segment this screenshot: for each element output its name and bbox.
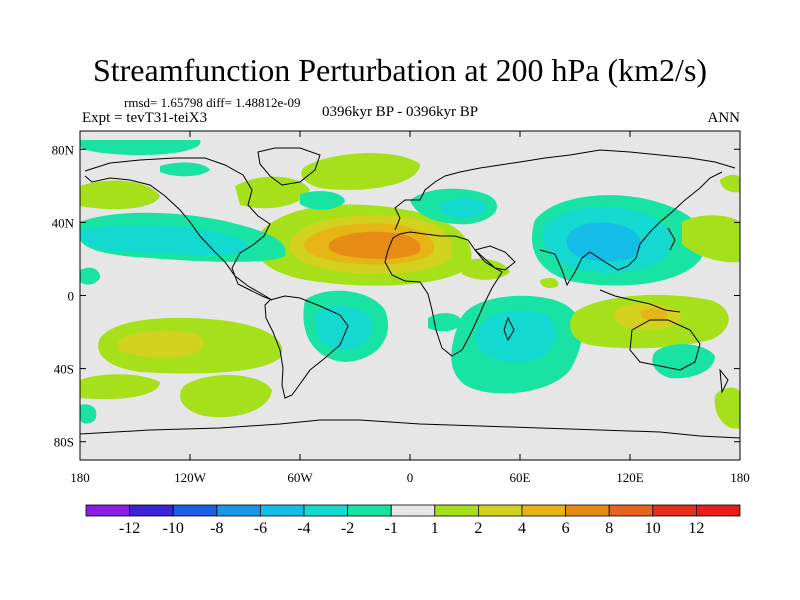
colorbar-swatch	[521, 504, 566, 517]
x-tick-label: 180	[70, 470, 90, 485]
anomaly-neg-13	[315, 306, 373, 350]
stats-text: rmsd= 1.65798 diff= 1.48812e-09	[124, 95, 301, 110]
anomaly-neg-17	[652, 344, 715, 379]
coast-india	[539, 249, 591, 287]
x-tick-label: 60W	[287, 470, 313, 485]
anomaly-neg-2	[80, 224, 249, 256]
y-tick-label: 40N	[52, 215, 75, 230]
colorbar-swatch	[434, 504, 479, 517]
season-label: ANN	[707, 110, 741, 126]
colorbar-swatch	[477, 504, 523, 517]
colorbar-label: 2	[474, 520, 482, 537]
colorbar-swatch	[85, 504, 130, 517]
colorbar-label: -4	[297, 520, 310, 537]
chart-title: Streamfunction Perturbation at 200 hPa (…	[92, 52, 708, 88]
axis-ticks: 180 120W 60W 0 60E 120E 180 80N 40N 0 40S 80S	[52, 131, 750, 485]
colorbar-label: -6	[254, 520, 267, 537]
coast-greenland	[257, 147, 321, 186]
coast-new-zealand	[719, 368, 729, 394]
anomaly-neg-15	[475, 310, 557, 363]
x-tick-label: 0	[407, 470, 414, 485]
anomaly-pos-4	[328, 231, 421, 259]
coast-east-asia	[589, 171, 723, 271]
anomaly-neg-9	[160, 162, 210, 177]
colorbar: -12 -10 -8 -6 -4 -2 -1 1 2 4 6 8 10 12	[85, 504, 741, 537]
colorbar-swatch	[565, 504, 610, 517]
colorbar-label: -2	[341, 520, 354, 537]
colorbar-label: -12	[119, 520, 140, 537]
y-tick-label: 0	[68, 289, 75, 304]
colorbar-label: 4	[518, 520, 526, 537]
colorbar-label: -1	[385, 520, 398, 537]
colorbar-swatch	[347, 504, 392, 517]
colorbar-label: 10	[645, 520, 661, 537]
colorbar-label: 1	[431, 520, 439, 537]
x-tick-label: 180	[730, 470, 750, 485]
anomaly-pos-19	[714, 387, 740, 429]
colorbar-swatch	[696, 504, 741, 517]
y-tick-label: 80N	[52, 142, 75, 157]
colorbar-swatch	[608, 504, 654, 517]
anomaly-neg-11	[80, 267, 100, 285]
coast-north-america	[84, 157, 273, 301]
anomaly-neg-16	[428, 313, 462, 332]
coast-south-america	[264, 295, 349, 399]
y-tick-label: 80S	[54, 435, 74, 450]
anomaly-neg-5	[566, 222, 642, 262]
y-tick-label: 40S	[54, 362, 74, 377]
colorbar-swatch	[172, 504, 218, 517]
coast-africa	[384, 231, 503, 357]
anomaly-pos-18	[180, 374, 272, 418]
colorbar-swatch	[652, 504, 697, 517]
coast-antarctica	[80, 419, 740, 439]
coast-japan	[667, 227, 676, 251]
colorbar-label: 12	[688, 520, 704, 537]
anomaly-pos-10	[460, 258, 510, 280]
coast-arabia	[473, 245, 516, 271]
anomaly-neg-7	[440, 198, 487, 218]
anomaly-pos-8	[301, 153, 420, 190]
colorbar-swatch	[216, 504, 261, 517]
anomaly-neg-8	[300, 191, 345, 210]
colorbar-label: 6	[562, 520, 570, 537]
coastlines	[80, 147, 740, 439]
anomaly-pos-7	[235, 176, 310, 209]
coast-europe	[394, 149, 736, 231]
x-tick-label: 60E	[510, 470, 531, 485]
x-tick-label: 120E	[616, 470, 644, 485]
anomaly-pos-5	[682, 215, 740, 263]
colorbar-swatch	[303, 504, 348, 517]
colorbar-label: -10	[163, 520, 184, 537]
anomaly-pos-13	[118, 330, 204, 358]
period-label: 0396kyr BP - 0396kyr BP	[321, 104, 479, 120]
anomaly-pos-17	[80, 374, 160, 400]
contour-fields	[80, 140, 740, 429]
colorbar-label: -8	[210, 520, 223, 537]
anomaly-pos-11	[540, 278, 559, 288]
colorbar-swatch	[390, 504, 436, 517]
coast-australia	[629, 319, 701, 371]
anomaly-neg-18	[80, 404, 97, 424]
coast-indonesia	[599, 289, 681, 313]
anomaly-pos-16	[640, 308, 668, 321]
anomaly-pos-9	[720, 174, 740, 193]
anomaly-pos-6	[80, 180, 160, 210]
coast-madagascar	[503, 316, 515, 342]
colorbar-label: 8	[605, 520, 613, 537]
x-tick-label: 120W	[174, 470, 207, 485]
experiment-label: Expt = tevT31-teiX3	[82, 110, 208, 126]
anomaly-neg-10	[80, 140, 201, 156]
colorbar-swatch	[129, 504, 174, 517]
colorbar-swatch	[259, 504, 305, 517]
